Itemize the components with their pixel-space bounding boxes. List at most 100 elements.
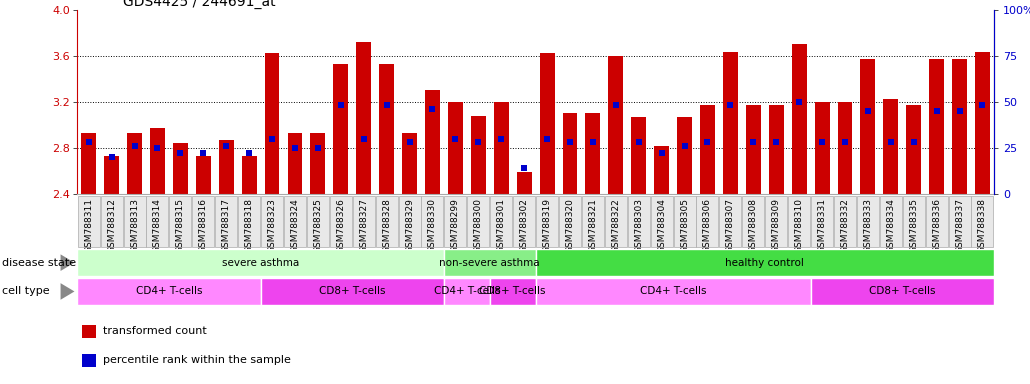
Text: GSM788303: GSM788303: [634, 199, 643, 253]
Text: GSM788308: GSM788308: [749, 199, 758, 253]
Point: [836, 139, 853, 146]
Text: GSM788319: GSM788319: [543, 199, 551, 253]
Point: [905, 139, 922, 146]
Point: [172, 150, 188, 156]
Point: [974, 103, 991, 109]
Text: GSM788315: GSM788315: [176, 199, 184, 253]
Bar: [884, 99, 898, 194]
Point: [561, 139, 578, 146]
Text: GSM788314: GSM788314: [153, 199, 162, 253]
Point: [699, 139, 716, 146]
FancyBboxPatch shape: [146, 196, 169, 247]
FancyBboxPatch shape: [468, 196, 489, 247]
Text: CD8+ T-cells: CD8+ T-cells: [869, 286, 935, 296]
Bar: [310, 133, 325, 194]
Bar: [265, 53, 279, 194]
FancyBboxPatch shape: [193, 196, 214, 247]
Bar: [700, 105, 715, 194]
Point: [470, 139, 486, 146]
Text: GSM788329: GSM788329: [405, 199, 414, 253]
Text: CD4+ T-cells: CD4+ T-cells: [434, 286, 501, 296]
FancyBboxPatch shape: [949, 196, 970, 247]
Text: GSM788323: GSM788323: [268, 199, 276, 253]
Text: CD4+ T-cells: CD4+ T-cells: [640, 286, 707, 296]
FancyBboxPatch shape: [124, 196, 145, 247]
FancyBboxPatch shape: [811, 278, 994, 305]
Point: [539, 136, 555, 142]
Bar: [173, 143, 187, 194]
Point: [402, 139, 418, 146]
Text: cell type: cell type: [2, 286, 49, 296]
Text: GSM788306: GSM788306: [703, 199, 712, 253]
FancyBboxPatch shape: [719, 196, 742, 247]
Text: GSM788302: GSM788302: [520, 199, 528, 253]
FancyBboxPatch shape: [926, 196, 948, 247]
Point: [814, 139, 830, 146]
FancyBboxPatch shape: [307, 196, 329, 247]
Bar: [837, 102, 853, 194]
Text: GSM788310: GSM788310: [795, 199, 803, 253]
Text: transformed count: transformed count: [103, 326, 206, 336]
Point: [80, 139, 97, 146]
Text: healthy control: healthy control: [725, 258, 804, 268]
Text: GSM788313: GSM788313: [130, 199, 139, 253]
Bar: [218, 140, 234, 194]
Point: [791, 99, 808, 105]
Point: [883, 139, 899, 146]
Bar: [952, 59, 967, 194]
Bar: [746, 105, 761, 194]
Point: [722, 103, 739, 109]
FancyBboxPatch shape: [788, 196, 811, 247]
FancyBboxPatch shape: [834, 196, 856, 247]
FancyBboxPatch shape: [651, 196, 673, 247]
FancyBboxPatch shape: [444, 278, 490, 305]
Point: [424, 106, 441, 112]
Point: [355, 136, 372, 142]
FancyBboxPatch shape: [765, 196, 787, 247]
FancyBboxPatch shape: [261, 196, 283, 247]
Text: GSM788305: GSM788305: [680, 199, 689, 253]
Bar: [150, 128, 165, 194]
FancyBboxPatch shape: [169, 196, 192, 247]
Bar: [287, 133, 303, 194]
Point: [768, 139, 785, 146]
Point: [378, 103, 394, 109]
Bar: [104, 156, 119, 194]
Polygon shape: [61, 283, 74, 300]
Text: CD4+ T-cells: CD4+ T-cells: [136, 286, 202, 296]
Bar: [975, 52, 990, 194]
Text: GSM788317: GSM788317: [221, 199, 231, 253]
Text: GSM788324: GSM788324: [290, 199, 300, 253]
FancyBboxPatch shape: [77, 278, 261, 305]
Bar: [815, 102, 829, 194]
FancyBboxPatch shape: [490, 278, 536, 305]
Bar: [402, 133, 417, 194]
Text: GSM788301: GSM788301: [496, 199, 506, 253]
Bar: [356, 42, 371, 194]
FancyBboxPatch shape: [399, 196, 420, 247]
Text: GSM788325: GSM788325: [313, 199, 322, 253]
Text: GSM788330: GSM788330: [428, 199, 437, 253]
Bar: [929, 59, 945, 194]
FancyBboxPatch shape: [971, 196, 994, 247]
Text: GDS4425 / 244691_at: GDS4425 / 244691_at: [124, 0, 276, 8]
Point: [286, 145, 303, 151]
FancyBboxPatch shape: [101, 196, 123, 247]
Text: CD8+ T-cells: CD8+ T-cells: [319, 286, 385, 296]
Point: [264, 136, 280, 142]
FancyBboxPatch shape: [605, 196, 627, 247]
Bar: [860, 59, 876, 194]
Text: GSM788318: GSM788318: [245, 199, 253, 253]
Text: GSM788304: GSM788304: [657, 199, 666, 253]
FancyBboxPatch shape: [284, 196, 306, 247]
Point: [333, 103, 349, 109]
FancyBboxPatch shape: [376, 196, 398, 247]
FancyBboxPatch shape: [582, 196, 604, 247]
Bar: [792, 44, 806, 194]
Text: GSM788334: GSM788334: [887, 199, 895, 253]
Point: [103, 154, 119, 160]
FancyBboxPatch shape: [238, 196, 261, 247]
Bar: [242, 156, 256, 194]
Text: GSM788320: GSM788320: [565, 199, 575, 253]
Text: GSM788335: GSM788335: [909, 199, 918, 253]
